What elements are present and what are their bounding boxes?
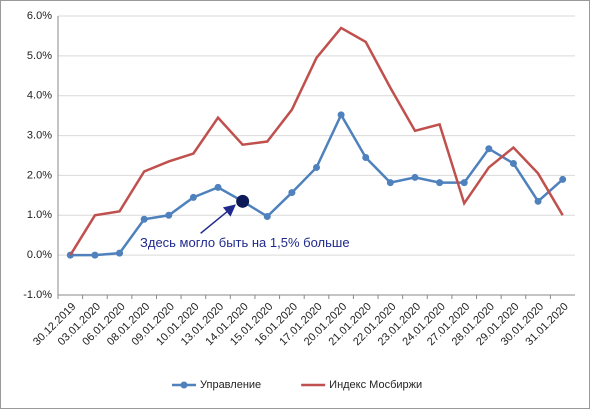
y-tick-label: 6.0% [27,10,52,22]
legend-label: Индекс Мосбиржи [329,379,422,391]
point [140,215,148,223]
point [116,249,124,257]
y-tick-label: 3.0% [27,129,52,141]
annotation-arrow [200,204,236,234]
point [559,175,567,183]
point [460,179,468,187]
point [485,145,493,153]
point [313,163,320,171]
y-tick-label: 2.0% [27,169,52,181]
point [436,179,444,187]
legend-marker [180,381,188,389]
point [189,193,197,201]
point [509,159,517,167]
point [288,189,296,197]
point [411,173,419,181]
series-line [69,26,564,256]
point [337,111,345,119]
y-tick-label: 5.0% [27,50,52,62]
y-tick-label: 0.0% [27,249,52,261]
y-tick-label: -1.0% [23,289,52,301]
highlight-point [236,194,250,208]
point [362,153,370,161]
point [91,251,99,259]
legend-label: Управление [200,379,261,391]
y-tick-label: 4.0% [27,90,52,102]
point [386,179,394,187]
point [165,211,173,219]
annotation: Здесь могло быть на 1,5% больше [140,235,350,250]
point [214,183,222,191]
point [263,212,271,220]
y-tick-label: 1.0% [27,209,52,221]
point [534,197,542,205]
